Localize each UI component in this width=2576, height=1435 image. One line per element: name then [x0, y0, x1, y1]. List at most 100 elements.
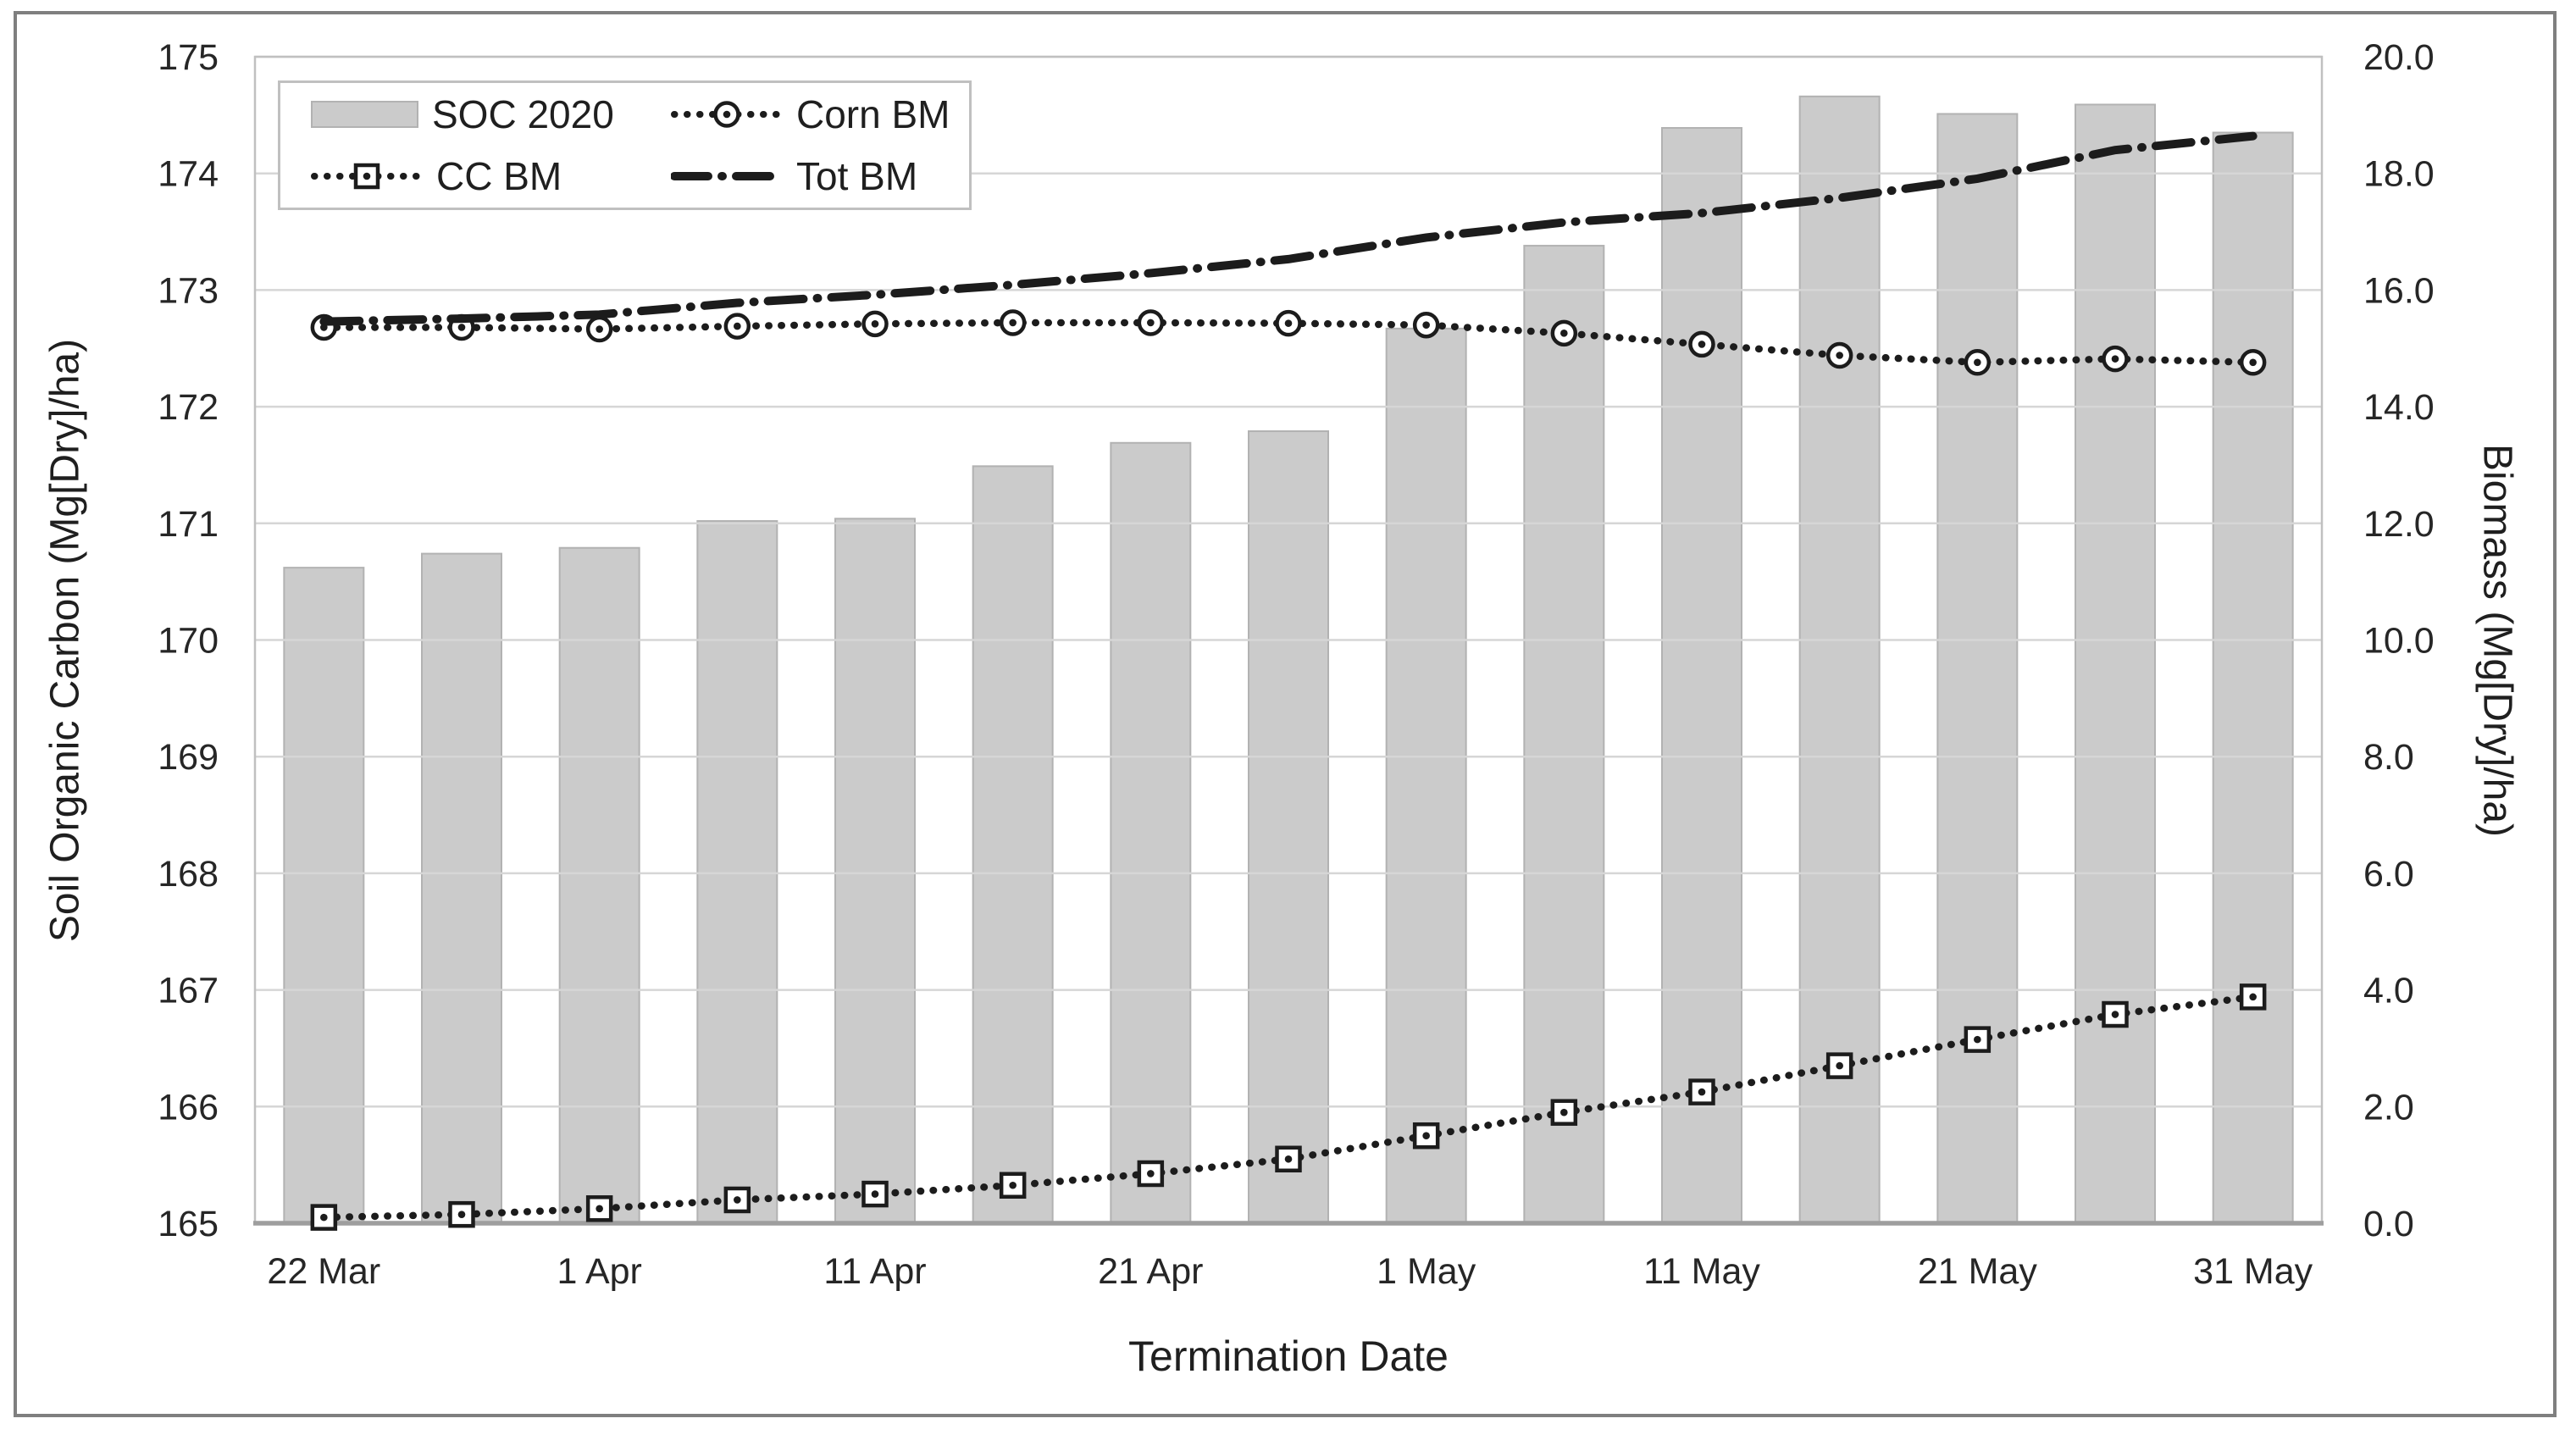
right-tick-label: 0.0: [2363, 1204, 2414, 1244]
chart-outer-frame: [14, 11, 2557, 1417]
right-tick-label: 6.0: [2363, 854, 2414, 895]
marker-center-dot: [1147, 1170, 1155, 1177]
bar: [834, 518, 916, 1224]
marker-center-dot: [1009, 1181, 1017, 1189]
right-tick-label: 10.0: [2363, 621, 2435, 662]
marker-center-dot: [1698, 1088, 1706, 1096]
marker-center-dot: [1836, 1061, 1843, 1070]
right-axis-title: Biomass (Mg[Dry]/ha): [2474, 443, 2520, 838]
marker-center-dot: [1009, 319, 1017, 327]
left-tick-label: 166: [158, 1087, 219, 1128]
marker-center-dot: [871, 320, 879, 328]
marker-center-dot: [1422, 321, 1430, 330]
left-tick-label: 167: [158, 971, 219, 1011]
bar: [1798, 95, 1881, 1225]
dash-dot-line-icon: [671, 172, 783, 181]
left-tick-label: 172: [158, 387, 219, 428]
marker-center-dot: [2111, 1011, 2119, 1018]
left-tick-label: 170: [158, 621, 219, 662]
x-tick-label: 21 Apr: [1098, 1251, 1203, 1292]
right-tick-label: 20.0: [2363, 37, 2435, 78]
marker-center-dot: [1560, 1108, 1568, 1116]
legend-item-soc: SOC 2020: [311, 91, 671, 137]
left-tick-label: 168: [158, 854, 219, 895]
marker-center-dot: [2249, 993, 2257, 1001]
marker-center-dot: [1147, 319, 1155, 327]
right-tick-label: 4.0: [2363, 971, 2414, 1011]
marker-center-dot: [1560, 330, 1568, 337]
bar: [1661, 126, 1742, 1225]
cc-bm-marker: [2239, 983, 2267, 1011]
marker-center-dot: [457, 1211, 466, 1218]
x-tick-label: 21 May: [1918, 1251, 2038, 1292]
marker-center-dot: [871, 1190, 879, 1198]
cc-bm-marker: [1550, 1099, 1578, 1126]
cc-bm-marker: [448, 1200, 475, 1228]
bar-swatch-icon: [311, 100, 418, 128]
legend-label: Tot BM: [796, 154, 918, 199]
marker-center-dot: [1284, 1155, 1293, 1163]
left-tick-label: 169: [158, 737, 219, 778]
x-tick-label: 1 May: [1377, 1251, 1476, 1292]
legend-item-cc: CC BM: [311, 153, 671, 199]
left-axis-title: Soil Organic Carbon (Mg[Dry]/ha): [42, 338, 88, 943]
bar: [696, 520, 778, 1224]
cc-bm-marker: [585, 1195, 613, 1222]
legend-label: Corn BM: [796, 91, 950, 136]
bar: [1936, 113, 2019, 1224]
marker-center-dot: [1974, 358, 1981, 367]
dotted-square-line-icon: [311, 163, 423, 190]
right-tick-label: 2.0: [2363, 1087, 2414, 1128]
right-tick-label: 18.0: [2363, 154, 2435, 195]
legend-item-tot: Tot BM: [671, 153, 969, 199]
x-tick-label: 31 May: [2193, 1251, 2313, 1292]
bar: [421, 552, 502, 1224]
marker-center-dot: [1284, 319, 1293, 327]
marker-center-dot: [596, 325, 603, 333]
tot-bm-line: [319, 131, 2257, 326]
cc-bm-marker: [1275, 1145, 1302, 1173]
bar: [1523, 245, 1605, 1225]
left-tick-label: 173: [158, 270, 219, 311]
x-tick-label: 11 Apr: [823, 1251, 926, 1292]
dotted-circle-line-icon: [671, 101, 783, 128]
bar: [1248, 430, 1329, 1224]
x-tick-label: 1 Apr: [557, 1251, 641, 1292]
marker-center-dot: [734, 1196, 741, 1204]
cc-bm-marker: [999, 1172, 1027, 1199]
marker-center-dot: [457, 324, 466, 331]
bar: [558, 546, 640, 1224]
legend-label: SOC 2020: [432, 91, 614, 136]
x-tick-label: 11 May: [1643, 1251, 1760, 1292]
left-tick-label: 171: [158, 504, 219, 545]
marker-center-dot: [1836, 352, 1843, 359]
marker-center-dot: [1422, 1132, 1430, 1140]
bar: [972, 465, 1054, 1224]
marker-center-dot: [1698, 341, 1706, 348]
bar: [1385, 327, 1467, 1225]
right-tick-label: 14.0: [2363, 387, 2435, 428]
legend-item-corn: Corn BM: [671, 91, 969, 137]
marker-center-dot: [2249, 358, 2257, 367]
left-tick-label: 165: [158, 1204, 219, 1244]
right-tick-label: 16.0: [2363, 270, 2435, 311]
marker-center-dot: [734, 322, 741, 330]
x-tick-label: 22 Mar: [267, 1251, 380, 1292]
right-tick-label: 8.0: [2363, 737, 2414, 778]
right-tick-label: 12.0: [2363, 504, 2435, 545]
bar: [2075, 103, 2156, 1224]
legend: SOC 2020 Corn BM CC BM Tot BM: [278, 80, 972, 210]
marker-center-dot: [320, 1213, 328, 1222]
legend-label: CC BM: [436, 154, 562, 199]
cc-bm-marker: [2102, 1000, 2129, 1028]
x-axis-title: Termination Date: [1128, 1332, 1449, 1380]
marker-center-dot: [1974, 1035, 1981, 1044]
bar: [2212, 131, 2294, 1224]
left-tick-label: 175: [158, 37, 219, 78]
left-tick-label: 174: [158, 154, 219, 195]
marker-center-dot: [596, 1205, 603, 1213]
bar: [283, 567, 365, 1224]
marker-center-dot: [2111, 355, 2119, 363]
